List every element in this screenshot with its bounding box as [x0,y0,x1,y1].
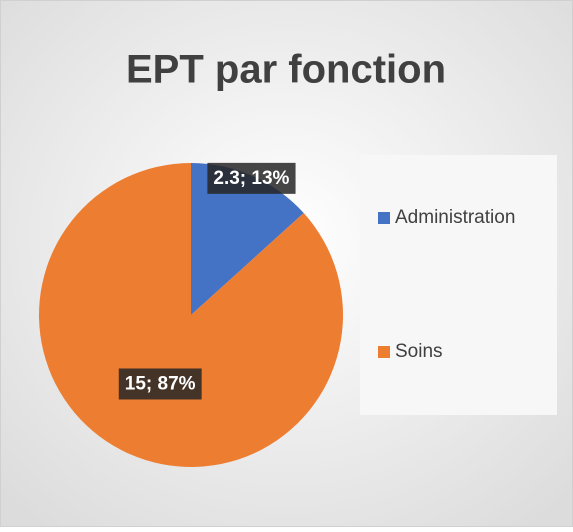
data-label-box [118,368,202,400]
legend-label: Administration [395,207,515,228]
legend-swatch [378,346,390,358]
pie-slice [38,163,343,467]
legend-box [360,155,557,415]
legend-swatch [378,212,390,224]
data-label: 2.3; 13% [213,168,289,189]
legend-label: Soins [395,341,443,362]
data-label-box [207,162,296,194]
chart-title: EPT par fonction [126,48,446,92]
data-label: 15; 87% [125,373,196,394]
pie-slice [191,163,304,315]
